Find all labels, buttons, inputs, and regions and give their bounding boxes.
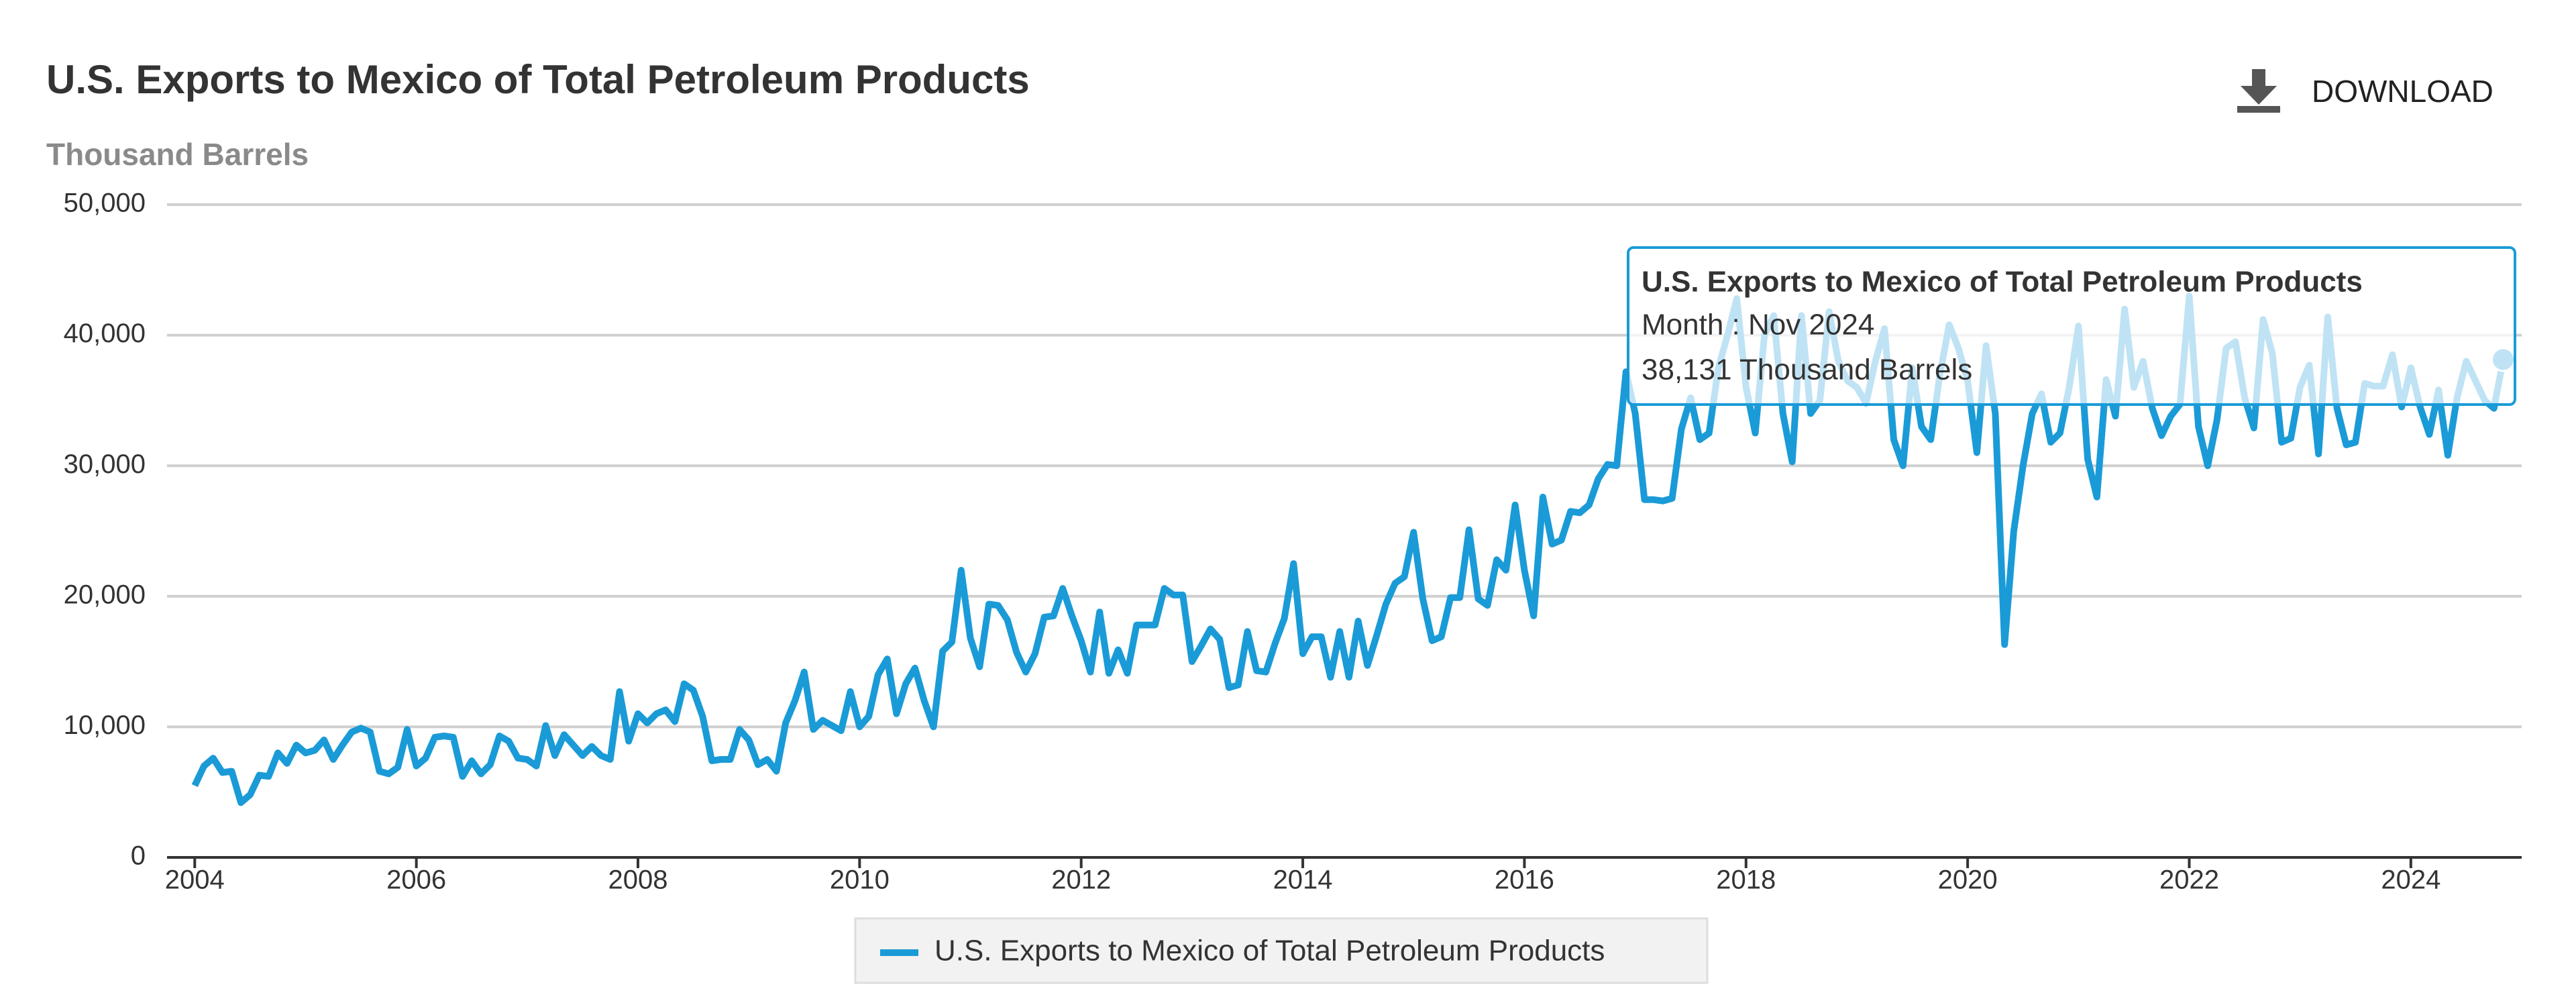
download-label[interactable]: DOWNLOAD: [2312, 74, 2493, 109]
y-tick-label: 30,000: [64, 449, 146, 479]
tooltip-box: [1627, 246, 2516, 406]
y-tick-label: 0: [131, 841, 146, 871]
x-tick-label: 2020: [1938, 865, 1998, 895]
x-tick-label: 2008: [608, 865, 668, 895]
x-tick-label: 2022: [2159, 865, 2219, 895]
download-icon: [2252, 69, 2265, 89]
x-tick-label: 2018: [1716, 865, 1776, 895]
tooltip: U.S. Exports to Mexico of Total Petroleu…: [1627, 246, 2516, 406]
legend[interactable]: U.S. Exports to Mexico of Total Petroleu…: [854, 917, 1709, 984]
tooltip-title: U.S. Exports to Mexico of Total Petroleu…: [1642, 266, 2363, 299]
y-tick-label: 40,000: [64, 319, 146, 348]
download-icon: [2237, 106, 2280, 113]
download-icon: [2241, 86, 2277, 105]
y-tick-label: 50,000: [64, 189, 146, 218]
tooltip-line: Month : Nov 2024: [1642, 309, 1874, 341]
x-tick-label: 2004: [165, 865, 225, 895]
legend-label[interactable]: U.S. Exports to Mexico of Total Petroleu…: [934, 935, 1605, 967]
x-tick-label: 2006: [386, 865, 446, 895]
x-tick-label: 2012: [1051, 865, 1111, 895]
x-tick-label: 2016: [1495, 865, 1554, 895]
legend-box: [854, 917, 1709, 984]
y-tick-label: 20,000: [64, 580, 146, 609]
x-tick-label: 2024: [2381, 865, 2440, 895]
download-button[interactable]: DOWNLOAD: [2237, 69, 2493, 113]
x-tick-label: 2014: [1273, 865, 1333, 895]
tooltip-line: 38,131 Thousand Barrels: [1642, 354, 1972, 386]
chart-subtitle: Thousand Barrels: [46, 137, 309, 172]
x-tick-label: 2010: [830, 865, 890, 895]
chart-title: U.S. Exports to Mexico of Total Petroleu…: [46, 57, 1030, 102]
y-tick-label: 10,000: [64, 710, 146, 740]
